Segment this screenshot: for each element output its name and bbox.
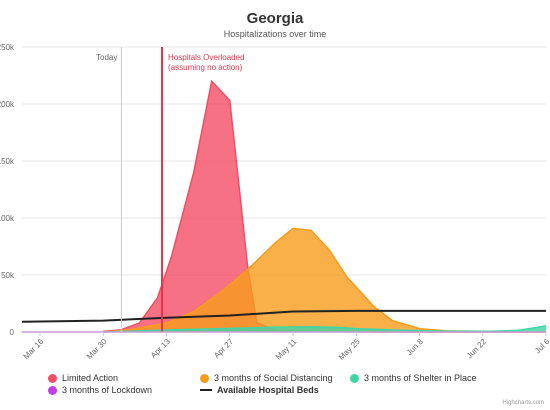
plotline-layer: Today Hospitals Overloaded (assuming no ac… xyxy=(96,47,245,332)
series-outline-2 xyxy=(103,324,547,333)
legend-label: Limited Action xyxy=(62,373,119,383)
legend-item-limited-action[interactable]: Limited Action xyxy=(48,373,118,383)
credits[interactable]: Highcharts.com xyxy=(502,400,544,406)
y-tick-label: 250k xyxy=(0,43,15,52)
x-tick-label: Apr 13 xyxy=(149,337,172,360)
series-layer xyxy=(21,79,547,333)
legend-marker xyxy=(350,373,359,383)
legend-label: 3 months of Lockdown xyxy=(62,385,153,395)
legend-marker xyxy=(200,389,212,391)
y-tick-label: 0 xyxy=(10,328,15,337)
chart-subtitle: Hospitalizations over time xyxy=(223,29,327,39)
legend-item-shelter-in-place[interactable]: 3 months of Shelter in Place xyxy=(350,373,477,383)
series-area-1[interactable] xyxy=(103,228,547,332)
x-tick-label: Mar 16 xyxy=(22,337,46,361)
chart-title: Georgia xyxy=(246,10,304,27)
x-tick-label: May 11 xyxy=(274,337,299,362)
legend-marker xyxy=(200,373,209,383)
y-tick-label: 100k xyxy=(0,214,15,223)
series-line-hospital-beds[interactable] xyxy=(21,309,546,323)
legend-item-social-distancing[interactable]: 3 months of Social Distancing xyxy=(200,373,333,383)
x-tick-label: Apr 27 xyxy=(212,337,235,360)
legend-marker xyxy=(48,373,57,383)
legend-item-lockdown[interactable]: 3 months of Lockdown xyxy=(48,385,152,395)
legend-marker xyxy=(48,385,57,395)
y-tick-label: 50k xyxy=(1,271,15,280)
legend-label: 3 months of Social Distancing xyxy=(214,373,333,383)
legend-label: 3 months of Shelter in Place xyxy=(364,373,477,383)
overloaded-label: Hospitals Overloaded (assuming no action) xyxy=(168,53,244,72)
x-tick-label: May 25 xyxy=(337,337,362,362)
x-tick-label: Mar 30 xyxy=(85,337,109,361)
x-tick-label: Jun 8 xyxy=(405,337,426,358)
today-label: Today xyxy=(96,53,117,62)
series-area-0[interactable] xyxy=(103,81,547,332)
legend-item-hospital-beds[interactable]: Available Hospital Beds xyxy=(200,385,319,395)
series-area-2[interactable] xyxy=(103,325,547,332)
x-tick-label: Jun 22 xyxy=(465,337,489,361)
x-tick-label: Jul 6 xyxy=(533,337,550,356)
legend-label: Available Hospital Beds xyxy=(217,385,319,395)
y-tick-label: 150k xyxy=(0,157,15,166)
y-tick-label: 200k xyxy=(0,100,15,109)
